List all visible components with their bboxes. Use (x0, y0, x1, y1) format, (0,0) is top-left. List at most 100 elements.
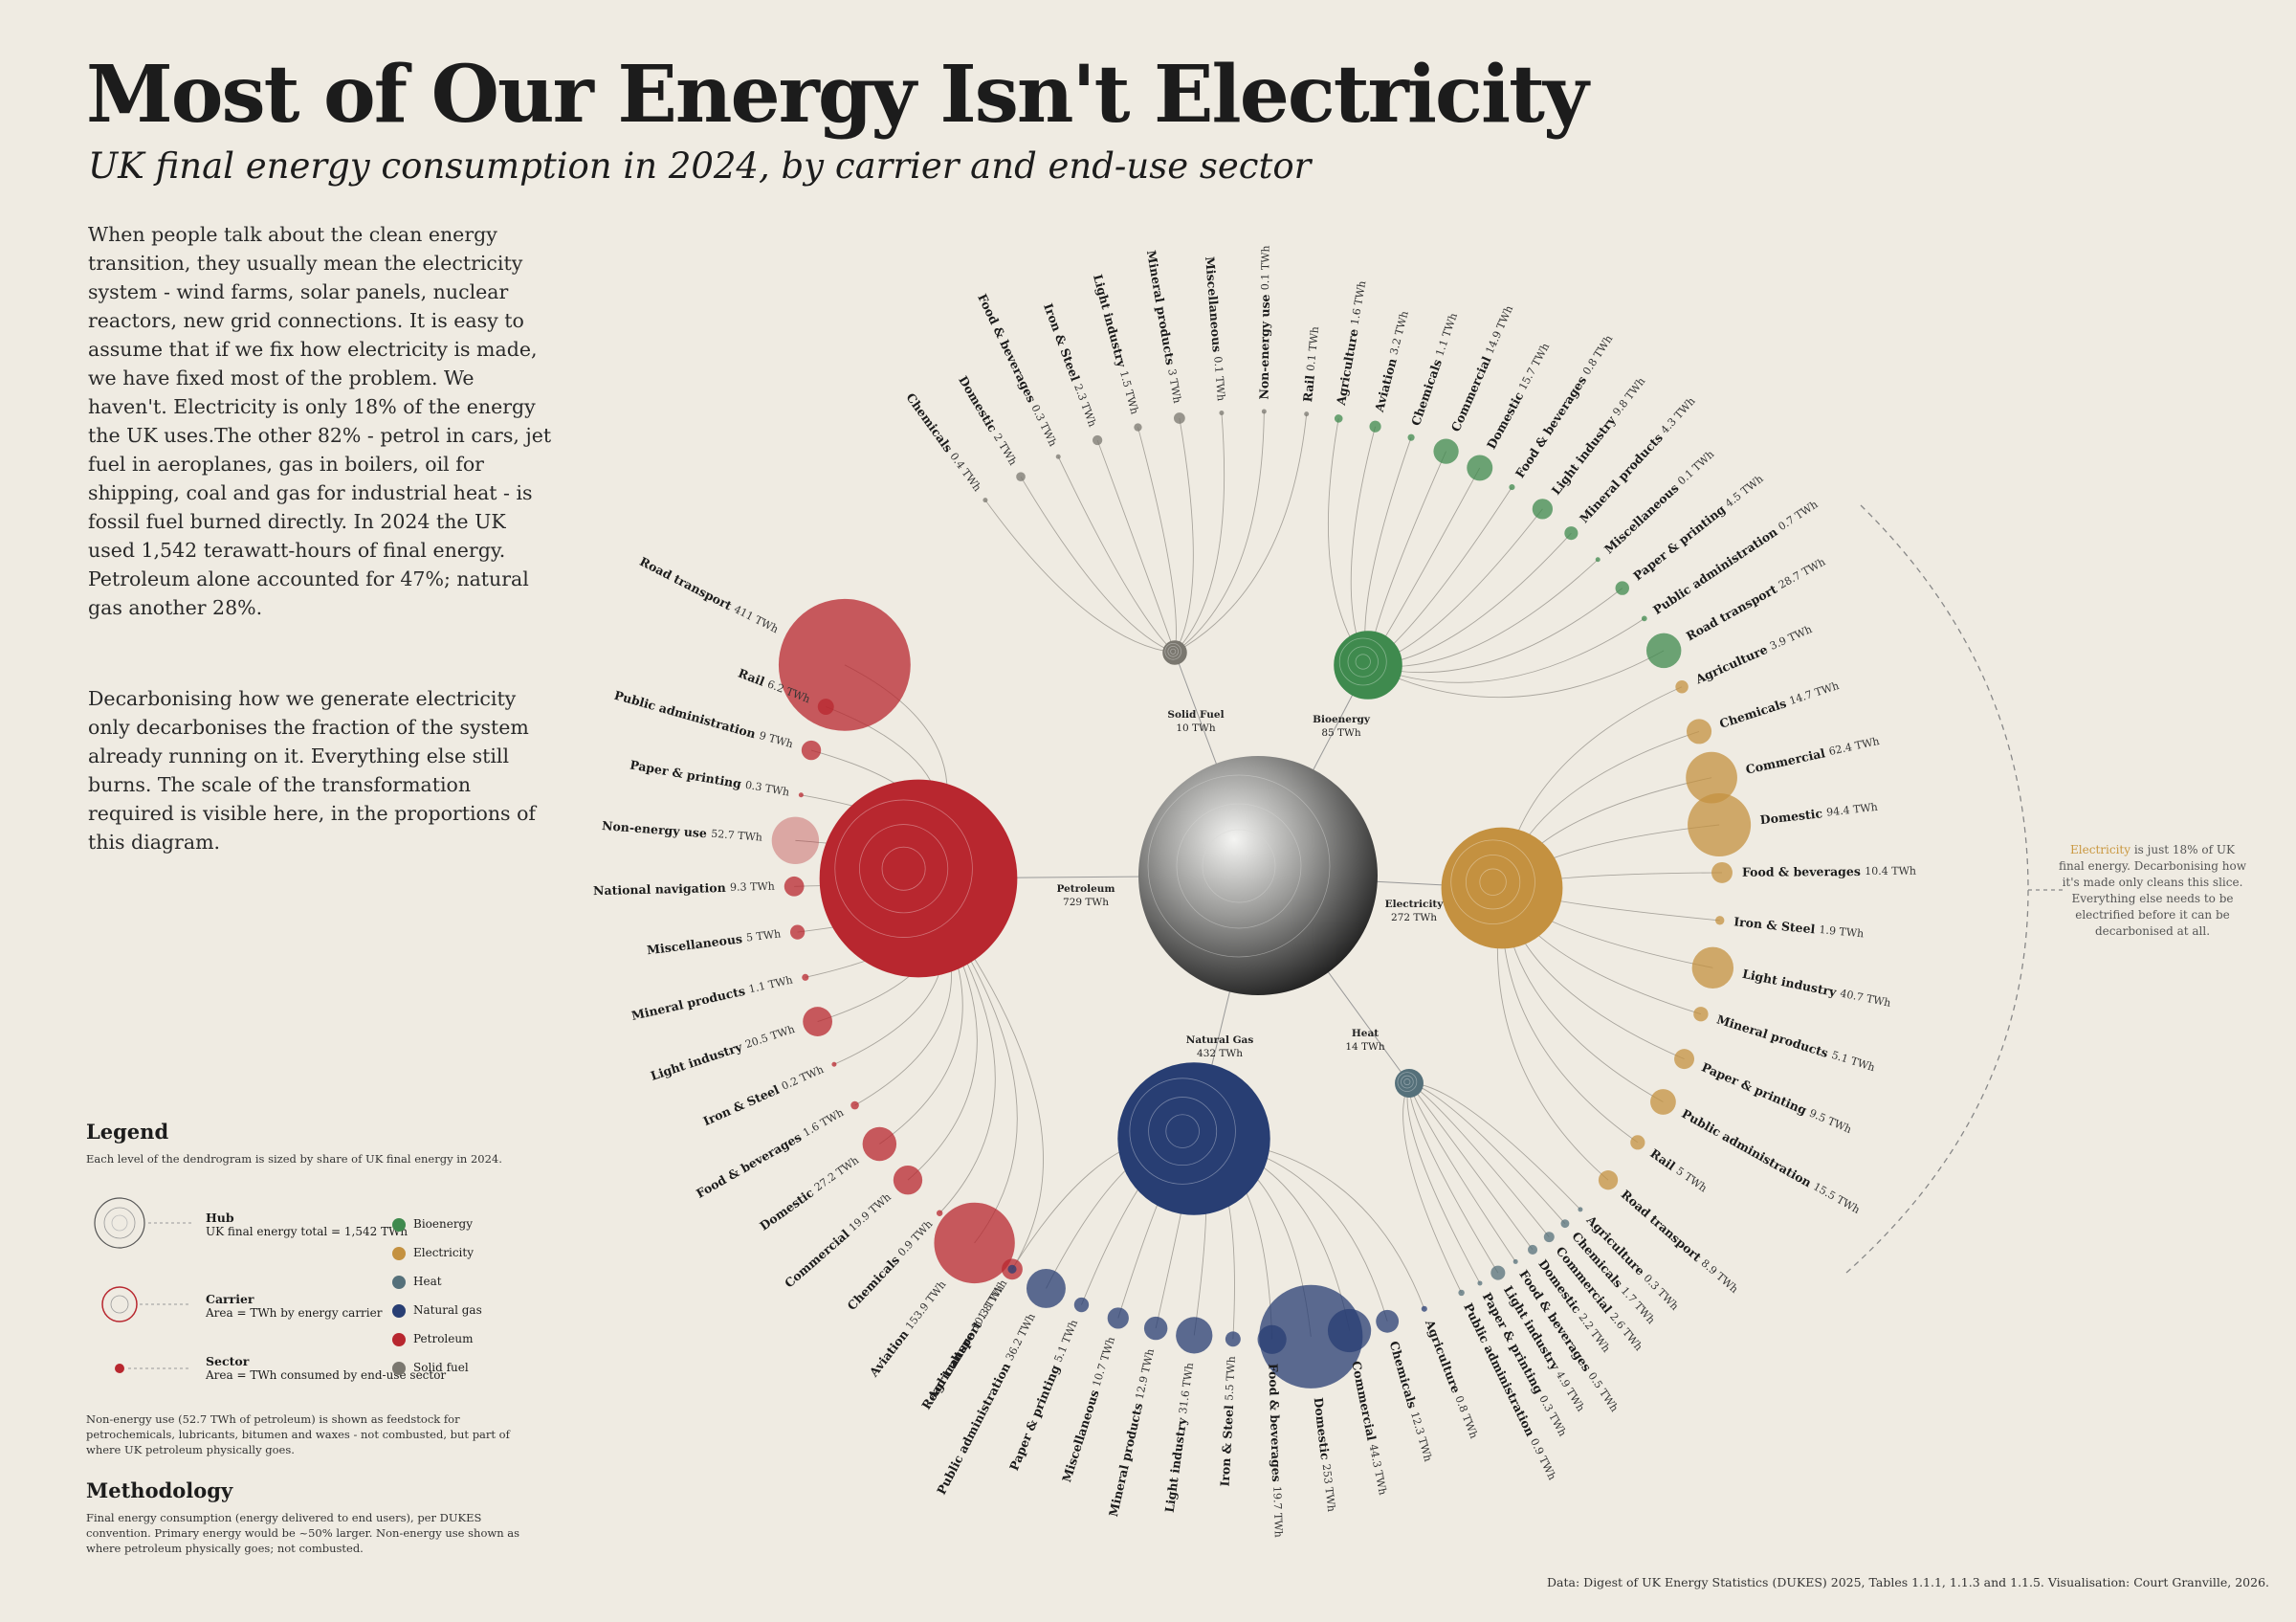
sector-node-natural-gas-light-industry (1176, 1317, 1213, 1354)
sector-label: Chemicals 14.7 TWh (1717, 678, 1841, 731)
sector-node-electricity-agriculture (1675, 680, 1689, 694)
carrier-contour (834, 799, 973, 938)
carrier-contour (1167, 645, 1180, 657)
sector-name: Aviation (1371, 352, 1400, 413)
sector-link (1408, 1082, 1534, 1251)
sector-label: Miscellaneous 10.7 TWh (1059, 1335, 1118, 1484)
legend-key-label: Heat (413, 1275, 442, 1288)
sector-name: Light industry (649, 1037, 748, 1082)
sector-node-solid-fuel-miscellaneous (1219, 410, 1225, 415)
sector-node-bioenergy-mineral-products (1564, 526, 1578, 541)
sector-value: 19.9 TWh (847, 1190, 894, 1233)
electricity-highlight: Electricity (2070, 843, 2131, 856)
sector-node-bioenergy-agriculture (1334, 414, 1343, 423)
sector-name: Domestic (1759, 805, 1827, 827)
legend-hub-ring (111, 1214, 128, 1232)
sector-name: Rail (737, 665, 771, 690)
sector-node-solid-fuel-food-and-beverages (1055, 454, 1061, 459)
sector-node-heat-commercial (1543, 1232, 1555, 1243)
carrier-contour (1148, 1097, 1218, 1167)
sector-value: 4.5 TWh (1723, 473, 1766, 510)
legend-key-label: Petroleum (413, 1332, 474, 1345)
sector-node-natural-gas-road-transport (1007, 1264, 1017, 1274)
sector-label: Light industry 20.5 TWh (649, 1021, 797, 1082)
sector-label: Rail 5 TWh (1648, 1145, 1711, 1195)
carrier-node-solid-fuel (1162, 640, 1187, 665)
carrier-value-petroleum: 729 TWh (1063, 897, 1109, 908)
sector-node-electricity-chemicals (1686, 719, 1712, 744)
sector-node-heat-domestic (1527, 1244, 1538, 1255)
carrier-contour (1170, 648, 1177, 655)
sector-link (1367, 508, 1543, 666)
sector-name: Mineral products (1715, 1011, 1834, 1061)
carrier-contour (1397, 1072, 1418, 1092)
sector-node-petroleum-aviation (934, 1202, 1015, 1284)
sector-name: Food & beverages (1742, 863, 1865, 878)
sector-value: 0.9 TWh (1528, 1436, 1558, 1482)
sector-value: 0.8 TWh (1452, 1394, 1480, 1440)
carrier-value-natural-gas: 432 TWh (1197, 1048, 1243, 1059)
sector-value: 2 TWh (991, 432, 1020, 468)
sector-link (1327, 418, 1369, 666)
sector-label: Iron & Steel 5.5 TWh (1217, 1356, 1238, 1487)
sector-node-electricity-commercial (1686, 751, 1737, 804)
sector-value: 153.9 TWh (903, 1278, 948, 1332)
legend-note: Non-energy use (52.7 TWh of petroleum) i… (86, 1412, 510, 1456)
sector-name: Food & beverages (1267, 1364, 1285, 1487)
sector-node-electricity-food-and-beverages (1711, 861, 1733, 883)
sector-label: Light industry 1.5 TWh (1091, 273, 1142, 416)
legend-key-solid-fuel: Solid fuel (392, 1361, 469, 1375)
sector-node-electricity-rail (1630, 1135, 1645, 1150)
legend-key-label: Electricity (413, 1246, 474, 1259)
sector-name: Paper & printing (1006, 1359, 1064, 1473)
sector-value: 44.3 TWh (1367, 1443, 1389, 1496)
carrier-contour (1165, 1114, 1200, 1148)
sector-label: Domestic 27.2 TWh (757, 1153, 862, 1233)
carrier-node-natural-gas (1117, 1062, 1270, 1215)
sector-node-solid-fuel-mineral-products (1173, 412, 1185, 424)
sector-name: Miscellaneous (1203, 256, 1225, 356)
sector-value: 9.5 TWh (1807, 1107, 1853, 1136)
sector-value: 31.6 TWh (1177, 1362, 1196, 1414)
sector-node-solid-fuel-rail (1304, 411, 1310, 417)
page-title: Most of Our Energy Isn't Electricity (86, 49, 1589, 141)
sector-name: Chemicals (844, 1250, 905, 1313)
sector-link (1367, 532, 1572, 666)
legend-hub-ring (103, 1207, 136, 1239)
sector-name: Chemicals (1717, 694, 1792, 730)
legend-title: Legend (86, 1120, 169, 1144)
carrier-name-heat: Heat (1352, 1028, 1379, 1039)
sector-label: Miscellaneous 0.1 TWh (1601, 447, 1717, 556)
legend-desc: Each level of the dendrogram is sized by… (86, 1152, 502, 1166)
sector-name: Agriculture (1333, 323, 1361, 407)
sector-link (1408, 1082, 1581, 1211)
sector-name: Light industry (1161, 1412, 1189, 1513)
sector-value: 20.5 TWh (743, 1023, 796, 1051)
electricity-side-note: Electricity is just 18% of UK final ener… (2057, 842, 2248, 940)
sector-value: 253 TWh (1320, 1463, 1338, 1512)
legend-carrier-title: Carrier (206, 1292, 254, 1306)
legend-key-natural-gas: Natural gas (392, 1303, 482, 1318)
intro-paragraph-2: Decarbonising how we generate electricit… (88, 687, 537, 854)
sector-node-natural-gas-domestic (1259, 1284, 1363, 1389)
carrier-name-petroleum: Petroleum (1056, 883, 1115, 895)
sector-node-solid-fuel-iron-and-steel (1092, 434, 1103, 446)
carrier-contour (1347, 646, 1379, 678)
sector-value: 28.7 TWh (1777, 556, 1827, 591)
sector-node-petroleum-iron-and-steel (831, 1061, 837, 1067)
sector-label: Domestic 2 TWh (957, 373, 1021, 468)
sector-node-electricity-public-administration (1650, 1089, 1676, 1115)
sector-name: Commercial (782, 1224, 855, 1291)
sector-value: 14.7 TWh (1788, 679, 1841, 707)
hub-contour (1202, 829, 1276, 903)
sector-value: 0.1 TWh (1259, 245, 1272, 290)
sector-value: 10.4 TWh (1865, 865, 1916, 878)
sector-value: 40.7 TWh (1839, 987, 1891, 1009)
sector-label: Paper & printing 4.5 TWh (1630, 472, 1766, 583)
sector-name: Domestic (757, 1183, 820, 1233)
sector-node-heat-agriculture (1578, 1207, 1583, 1212)
sector-value: 0.1 TWh (1304, 326, 1321, 372)
carrier-contour (1403, 1078, 1411, 1086)
sector-node-electricity-domestic (1688, 792, 1752, 857)
sector-node-natural-gas-food-and-beverages (1257, 1324, 1287, 1354)
